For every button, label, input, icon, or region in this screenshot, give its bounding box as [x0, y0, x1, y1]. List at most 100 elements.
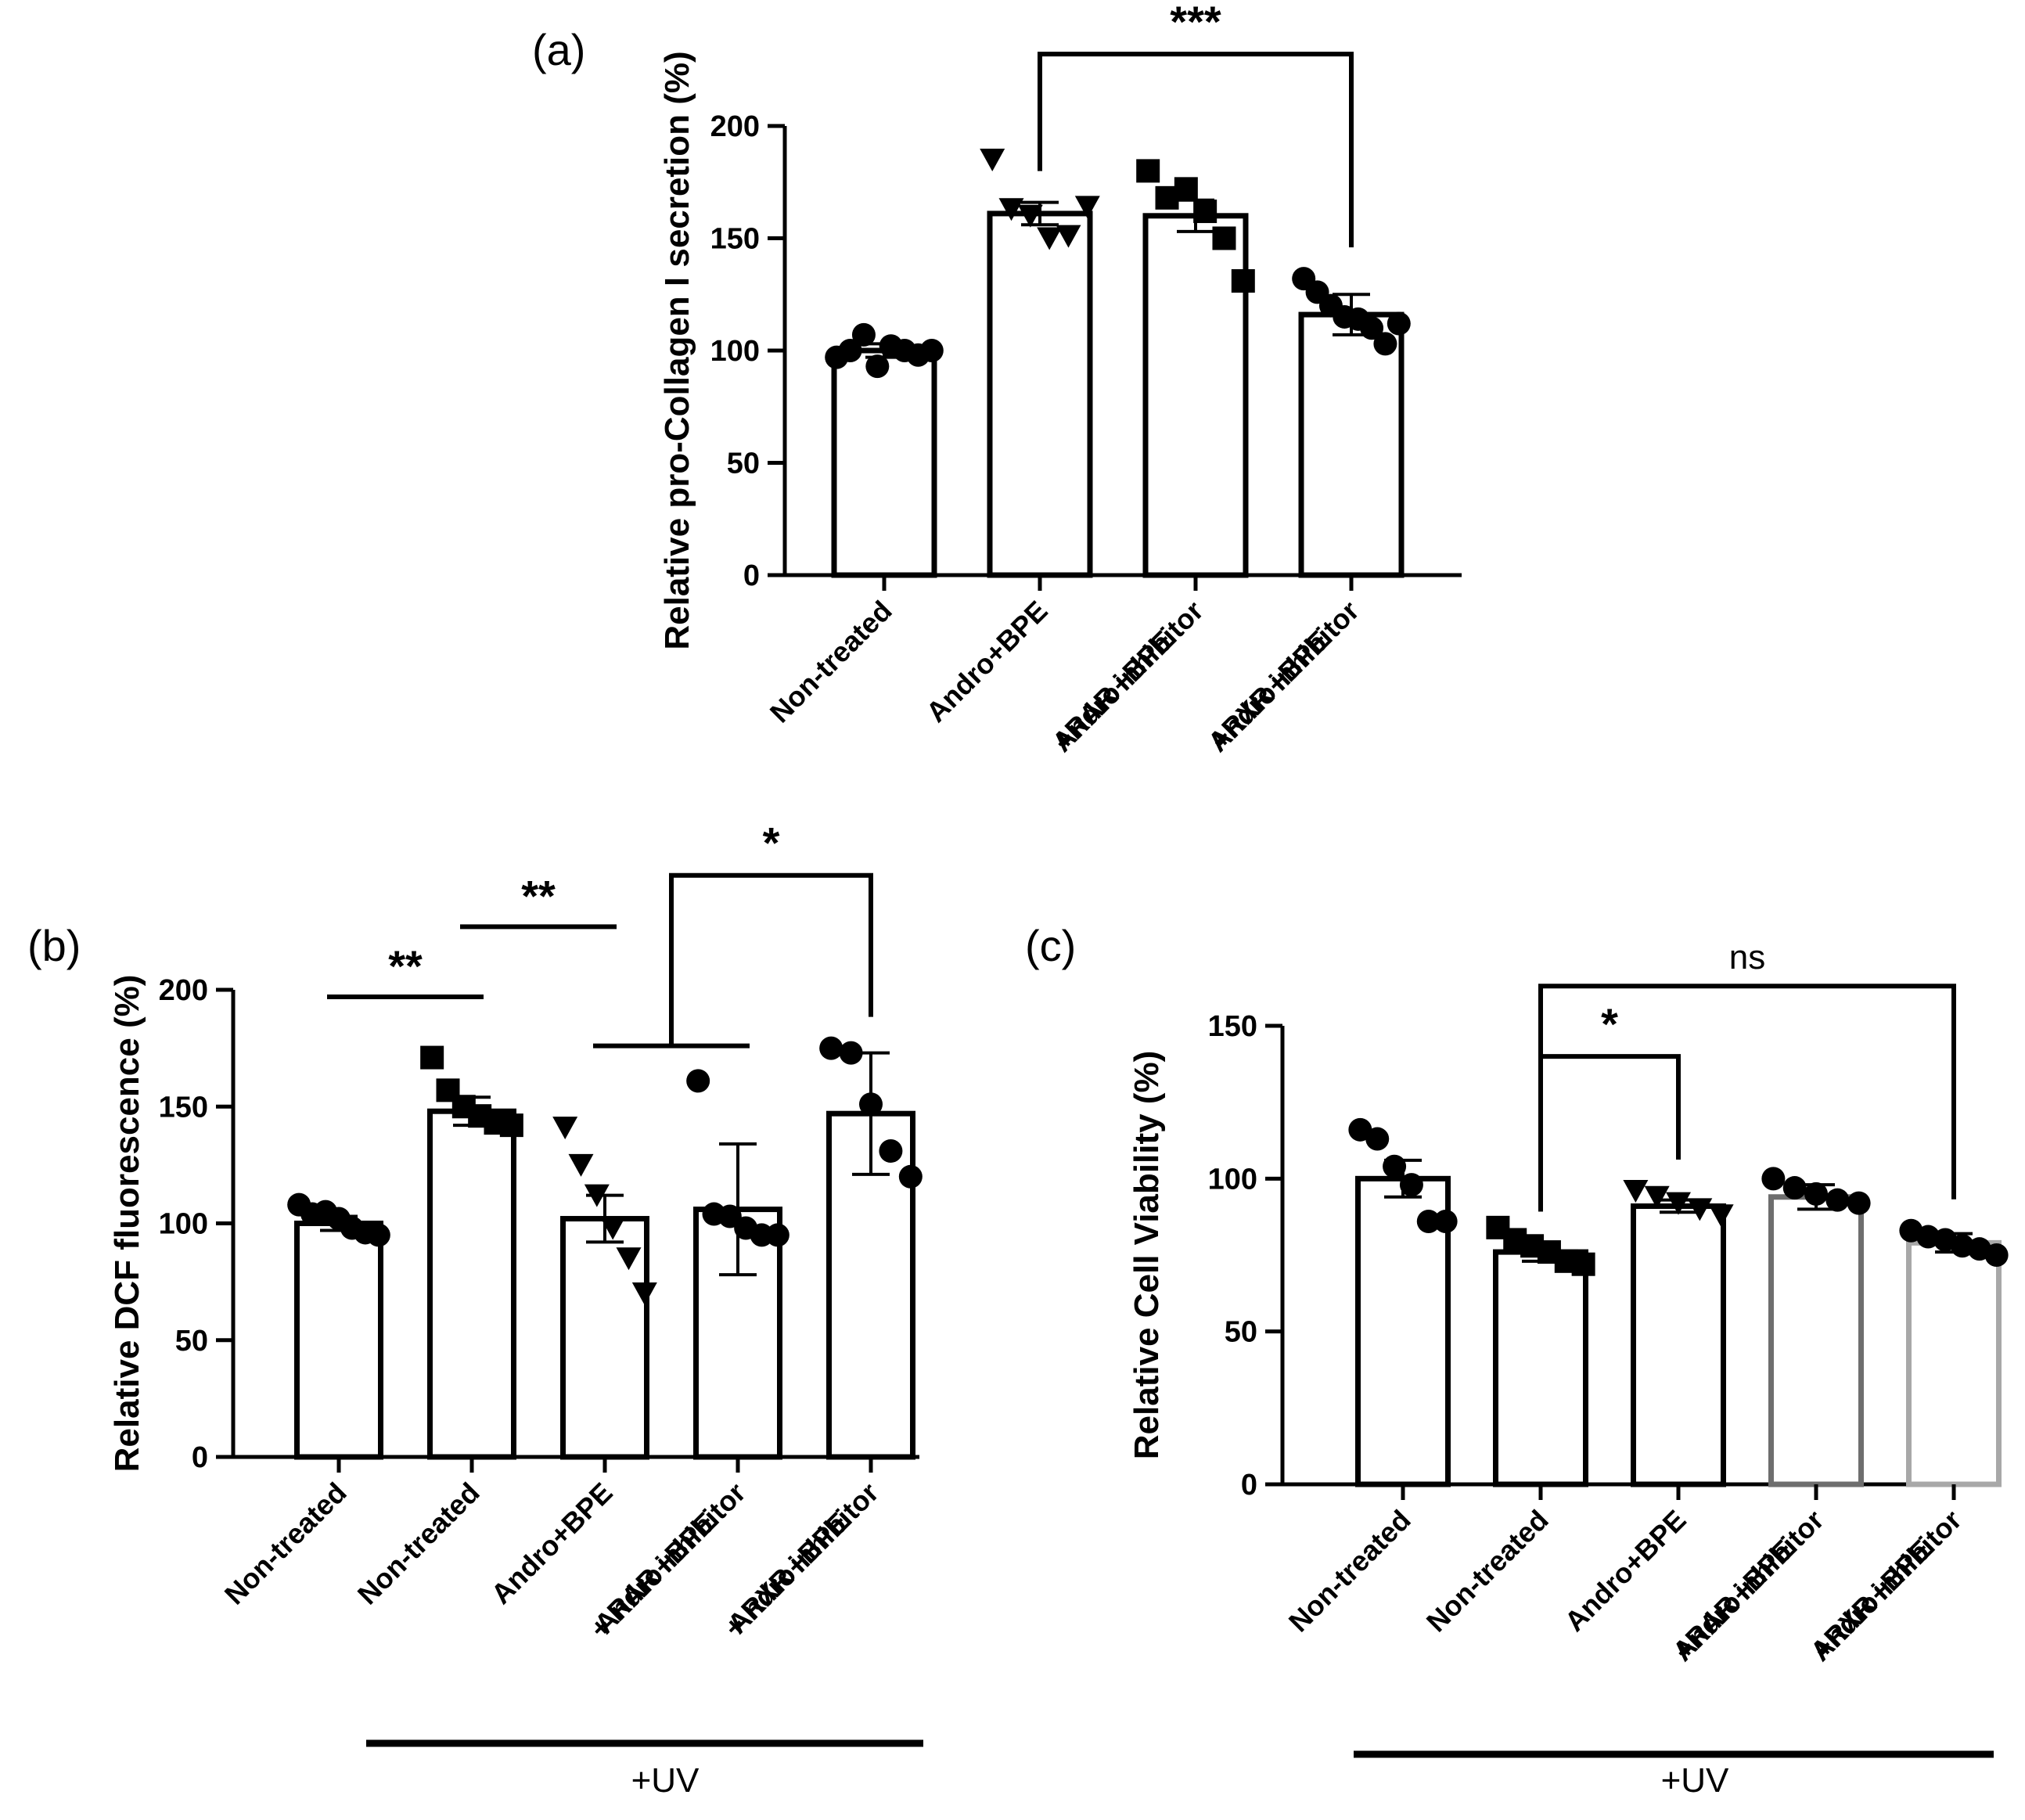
data-point	[1984, 1243, 2009, 1267]
data-point	[865, 354, 890, 379]
category-label: +RAR inhibitor	[1667, 1504, 1830, 1667]
bar	[987, 210, 1093, 578]
data-point	[1136, 159, 1160, 183]
data-point	[1623, 1179, 1649, 1203]
data-point	[1433, 1210, 1458, 1234]
category-label: Non-treated	[1420, 1504, 1555, 1638]
data-point	[616, 1247, 642, 1271]
y-tick-label: 0	[192, 1441, 208, 1474]
data-point	[1212, 226, 1236, 250]
data-point	[1416, 1210, 1441, 1234]
y-tick-label: 50	[727, 448, 760, 480]
data-point	[1782, 1176, 1807, 1200]
significance-bracket	[1038, 52, 1354, 248]
panel-label: (a)	[532, 25, 585, 74]
chart-panel-2: (b) 0 50 100 150 200 Relative DCF fluorescence…	[27, 818, 923, 1800]
bar	[294, 1221, 383, 1460]
y-axis-label: Relative DCF fluorescence (%)	[108, 975, 146, 1473]
category-label: Non-treated	[764, 595, 898, 729]
data-point	[1571, 1252, 1595, 1276]
uv-label: +UV	[1661, 1761, 1729, 1800]
data-point	[851, 322, 876, 347]
data-point	[552, 1117, 578, 1140]
y-tick-label: 100	[1208, 1163, 1257, 1196]
category-label: +RXR inhibitor	[1203, 595, 1365, 756]
panel-label: (b)	[27, 921, 81, 970]
bar	[427, 1108, 516, 1460]
data-point	[1365, 1127, 1390, 1151]
bar	[1631, 1203, 1726, 1487]
data-point	[1074, 196, 1100, 219]
y-tick-label: 150	[710, 223, 760, 256]
y-tick-label: 200	[710, 110, 760, 143]
category-label: Andro+BPE	[1559, 1504, 1692, 1638]
y-tick-label: 150	[159, 1091, 208, 1124]
bar	[1142, 213, 1249, 578]
data-point	[1387, 311, 1411, 336]
y-tick-label: 100	[710, 335, 760, 368]
bar	[1298, 311, 1405, 578]
uv-label: +UV	[631, 1761, 700, 1800]
data-point	[1687, 1198, 1713, 1221]
data-point	[1825, 1188, 1850, 1212]
significance-label: *	[763, 818, 780, 868]
category-label: Non-treated	[218, 1477, 353, 1611]
y-axis-label: Relative Cell Viability (%)	[1128, 1051, 1166, 1459]
category-label: Non-treated	[351, 1477, 486, 1611]
y-tick-label: 50	[175, 1325, 208, 1358]
bar	[1493, 1249, 1588, 1487]
y-tick-label: 100	[159, 1208, 208, 1241]
data-point	[1056, 225, 1081, 248]
category-label: +RAR inhibitor	[1047, 595, 1210, 757]
data-point	[1761, 1167, 1786, 1191]
significance-label: **	[388, 941, 423, 991]
bar	[1906, 1239, 2002, 1487]
data-point	[838, 339, 862, 362]
data-point	[1708, 1204, 1734, 1228]
data-point	[499, 1113, 523, 1138]
data-point	[568, 1153, 594, 1177]
data-point	[998, 198, 1024, 221]
y-tick-label: 50	[1225, 1316, 1257, 1349]
data-point	[631, 1282, 657, 1306]
y-tick-label: 0	[1241, 1469, 1257, 1502]
data-point	[1373, 332, 1397, 356]
significance-label: ns	[1729, 938, 1765, 977]
category-label: +RXR inhibitor	[1806, 1504, 1967, 1665]
data-point	[1644, 1185, 1670, 1209]
data-point	[919, 339, 944, 362]
data-point	[898, 1164, 923, 1189]
panel-label: (c)	[1025, 921, 1076, 970]
data-point	[686, 1069, 710, 1093]
data-point	[1399, 1173, 1423, 1197]
data-point	[1193, 200, 1218, 224]
category-label: Andro+BPE	[920, 595, 1054, 728]
data-point	[1037, 227, 1063, 250]
data-point	[819, 1036, 843, 1060]
data-point	[1847, 1191, 1871, 1215]
y-tick-label: 200	[159, 974, 208, 1007]
significance-label: ***	[1170, 0, 1221, 46]
data-point	[366, 1223, 390, 1247]
data-point	[980, 149, 1005, 172]
data-point	[839, 1041, 863, 1065]
category-label: Andro+BPE	[485, 1477, 619, 1610]
bar	[831, 347, 937, 578]
data-point	[1174, 177, 1198, 201]
data-point	[1017, 204, 1043, 228]
data-point	[420, 1045, 444, 1070]
y-tick-label: 0	[743, 559, 760, 592]
significance-bracket	[1538, 984, 1956, 1212]
data-point	[879, 1138, 903, 1163]
bar	[1768, 1194, 1864, 1487]
significance-label: *	[1601, 999, 1618, 1048]
significance-label: **	[521, 871, 556, 920]
y-axis-label: Relative pro-Collagen I secretion (%)	[658, 51, 696, 649]
data-point	[1231, 269, 1255, 293]
data-point	[765, 1223, 789, 1247]
y-tick-label: 150	[1208, 1010, 1257, 1043]
significance-bracket	[669, 872, 873, 1046]
chart-panel-1: (a) 0 50 100 150 200 Relative pro-Collagen I s…	[532, 0, 1462, 758]
chart-panel-3: (c) 0 50 100 150 Relative Cell Viability (%) N…	[1025, 921, 2009, 1800]
